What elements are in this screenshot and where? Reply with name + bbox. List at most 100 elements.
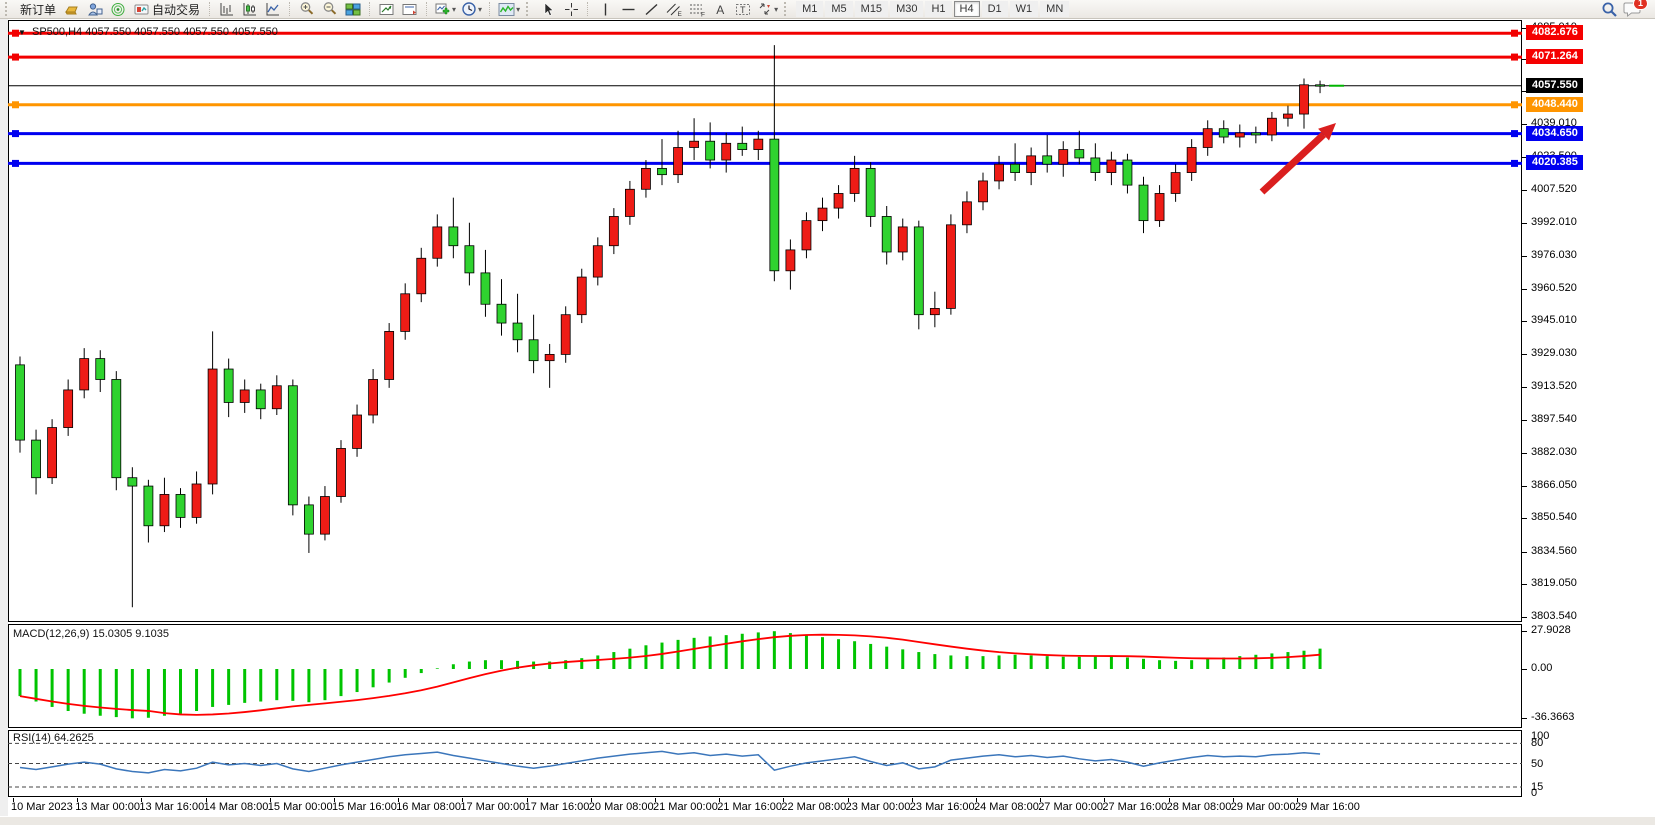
price-chart-pane[interactable] — [8, 20, 1522, 622]
arrows-caret-icon[interactable]: ▾ — [774, 4, 779, 14]
trend-line-icon[interactable] — [640, 0, 662, 19]
legend-ohlc: 4057.550 4057.550 4057.550 4057.550 — [85, 26, 278, 38]
price-badge: 4034.650 — [1526, 125, 1583, 141]
horizontal-line-icon[interactable] — [617, 0, 639, 19]
candle — [1267, 117, 1277, 136]
candle — [255, 389, 266, 410]
timeframe-H1[interactable]: H1 — [925, 1, 952, 17]
indicators-window-icon[interactable] — [376, 0, 398, 19]
timeframe-D1[interactable]: D1 — [981, 1, 1008, 17]
toolbar-grip[interactable] — [5, 2, 12, 16]
time-label: 21 Mar 16:00 — [717, 801, 783, 813]
macd-pane[interactable] — [8, 624, 1522, 728]
timeframe-M30[interactable]: M30 — [890, 1, 924, 17]
trader-profile-icon[interactable] — [84, 0, 106, 19]
candle — [657, 167, 667, 176]
candle — [673, 147, 683, 176]
fibonacci-icon[interactable]: F — [686, 0, 708, 19]
price-tick-label: 3897.540 — [1531, 413, 1577, 426]
candlestick-chart-icon[interactable] — [239, 0, 261, 19]
rsi-axis-label: 100 — [1531, 730, 1550, 742]
price-tick-label: 3913.520 — [1531, 379, 1577, 392]
price-tick-label: 3960.520 — [1531, 281, 1577, 294]
text-icon[interactable]: A — [709, 0, 731, 19]
timeframe-W1[interactable]: W1 — [1009, 1, 1039, 17]
crosshair-icon[interactable] — [560, 0, 582, 19]
time-label: 15 Mar 16:00 — [332, 801, 397, 813]
time-label: 27 Mar 16:00 — [1102, 801, 1168, 813]
price-tick — [1522, 420, 1527, 422]
timeframe-MN[interactable]: MN — [1040, 1, 1070, 17]
search-icon[interactable] — [1598, 0, 1620, 19]
price-axis: 4085.0104070.5004054.9904039.0104023.500… — [1522, 0, 1655, 825]
template-caret-icon[interactable]: ▾ — [516, 4, 521, 14]
periods-caret-icon[interactable]: ▾ — [478, 4, 483, 14]
candle — [1315, 84, 1325, 87]
price-tick — [1522, 386, 1527, 388]
price-tick-label: 3976.030 — [1531, 249, 1577, 262]
candle — [962, 201, 972, 226]
tile-windows-icon[interactable] — [342, 0, 364, 19]
text-label-icon[interactable]: T — [732, 0, 754, 19]
price-tick-label: 3929.030 — [1531, 347, 1577, 360]
cursor-icon[interactable] — [537, 0, 559, 19]
equidistant-channel-icon[interactable]: E — [663, 0, 685, 19]
candle — [544, 353, 555, 362]
candle — [1154, 193, 1165, 222]
candle — [705, 140, 716, 161]
toolbar-grip[interactable] — [526, 2, 533, 16]
vertical-line-icon[interactable] — [594, 0, 616, 19]
timeframe-M15[interactable]: M15 — [854, 1, 889, 17]
zoom-in-icon[interactable] — [296, 0, 318, 19]
timeframe-M1[interactable]: M1 — [796, 1, 824, 17]
chat-icon[interactable]: 1 — [1621, 0, 1648, 19]
periods-clock-icon[interactable]: ▾ — [459, 0, 484, 19]
rsi-axis-label: 15 — [1531, 780, 1544, 793]
toolbar-grip[interactable] — [784, 2, 791, 16]
indicator-list-icon[interactable] — [399, 0, 421, 19]
line-chart-icon[interactable] — [262, 0, 284, 19]
time-label: 14 Mar 08:00 — [203, 801, 269, 813]
time-label: 17 Mar 16:00 — [524, 801, 590, 813]
candle — [368, 379, 379, 416]
toolbar: 新订单 自动交易 — [0, 0, 1655, 19]
candle — [1250, 132, 1261, 136]
candle — [753, 138, 764, 150]
time-label: 23 Mar 16:00 — [909, 801, 975, 813]
window-left-edge — [0, 19, 8, 825]
new-chart-caret-icon[interactable]: ▾ — [452, 4, 457, 14]
radar-icon[interactable] — [107, 0, 129, 19]
candle — [127, 477, 138, 487]
candle — [929, 308, 940, 316]
candle — [480, 272, 491, 305]
window-bottom-edge — [0, 816, 1655, 825]
candle — [432, 226, 443, 259]
bars-chart-icon[interactable] — [216, 0, 238, 19]
candle — [849, 167, 860, 194]
candle — [1010, 163, 1020, 173]
price-badge: 4020.385 — [1526, 155, 1583, 171]
trend-arrow-annotation[interactable] — [1259, 123, 1336, 195]
price-tick — [1522, 58, 1527, 60]
candle — [1299, 84, 1309, 115]
candle — [111, 379, 122, 479]
candle — [1283, 113, 1293, 119]
timeframe-M5[interactable]: M5 — [825, 1, 853, 17]
new-chart-icon[interactable]: ▾ — [433, 0, 458, 19]
notification-badge: 1 — [1632, 0, 1648, 10]
candle — [528, 339, 539, 362]
chart-template-icon[interactable]: ▾ — [496, 0, 522, 19]
candle — [159, 494, 170, 527]
gold-ingot-icon[interactable] — [61, 0, 83, 19]
rsi-pane[interactable] — [8, 730, 1522, 797]
rsi-label: RSI(14) 64.2625 — [13, 732, 94, 744]
candle — [352, 414, 362, 449]
new-order-button[interactable]: 新订单 — [16, 1, 60, 18]
price-tick-label: 3866.050 — [1531, 478, 1577, 491]
candle — [1090, 157, 1101, 173]
zoom-out-icon[interactable] — [319, 0, 341, 19]
timeframe-H4[interactable]: H4 — [953, 1, 980, 17]
arrow-objects-icon[interactable]: ▾ — [755, 0, 780, 19]
auto-trading-button[interactable]: 自动交易 — [130, 1, 204, 18]
candle — [994, 163, 1004, 182]
